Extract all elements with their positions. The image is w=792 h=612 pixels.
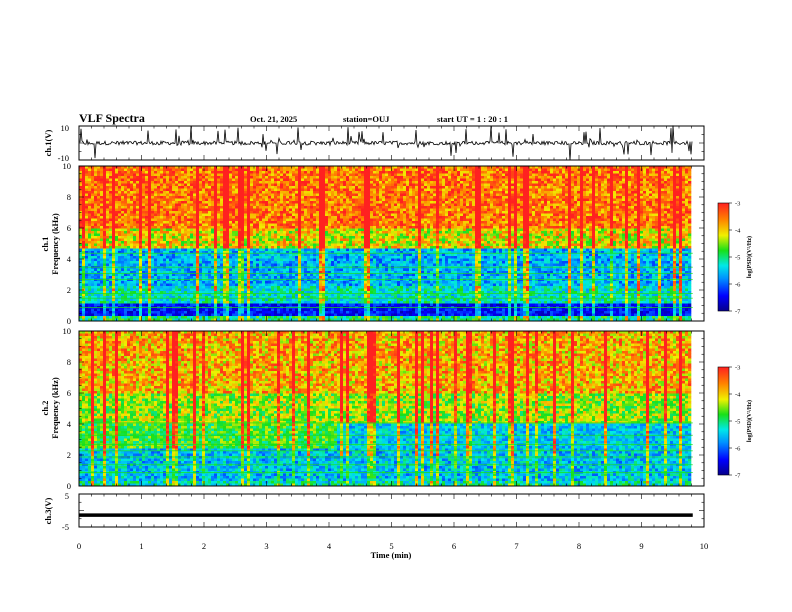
date-label: Oct. 21, 2025 bbox=[250, 114, 297, 124]
ch3-ytick-bottom: -5 bbox=[62, 522, 69, 532]
chart-title: VLF Spectra bbox=[79, 111, 145, 125]
ch1-spectrogram-image bbox=[79, 166, 693, 322]
x-tick-label: 1 bbox=[139, 541, 143, 551]
y-tick-label: 4 bbox=[67, 419, 72, 429]
spectrogram-band-line bbox=[79, 307, 693, 308]
colorbar-ch1-gradient bbox=[718, 203, 729, 311]
spectrogram-band-line bbox=[79, 464, 693, 466]
colorbar-tick-label: -3 bbox=[735, 365, 740, 372]
x-tick-label: 2 bbox=[202, 541, 206, 551]
ch3-waveform-ylabel: ch.3(V) bbox=[43, 497, 53, 524]
station-label: station=OUJ bbox=[343, 114, 390, 124]
colorbar-tick-label: -5 bbox=[735, 255, 740, 262]
x-tick-label: 7 bbox=[514, 541, 518, 551]
spectrogram-band-line bbox=[79, 272, 693, 274]
y-tick-label: 6 bbox=[67, 388, 71, 398]
ch2-spectrogram-ylabel-channel: ch.2 bbox=[40, 401, 50, 416]
ch2-spectrogram-panel: 0 2 4 6 8 10 ch.2 Frequency (kHz) bbox=[40, 326, 705, 491]
colorbar-ch2-gradient bbox=[718, 367, 729, 475]
ch1-waveform-line bbox=[79, 125, 693, 161]
x-tick-label: 5 bbox=[389, 541, 393, 551]
colorbar-tick-label: -4 bbox=[735, 392, 741, 399]
x-tick-label: 6 bbox=[452, 541, 456, 551]
ch1-waveform-ylabel: ch.1(V) bbox=[43, 129, 53, 156]
ch3-waveform-ticks bbox=[78, 493, 705, 528]
ch1-waveform-panel: 10 -10 ch.1(V) bbox=[43, 123, 705, 163]
colorbar-tick-label: -7 bbox=[735, 473, 741, 480]
ch1-spectrogram-ylabel-channel: ch.1 bbox=[40, 237, 50, 252]
x-tick-label: 4 bbox=[327, 541, 332, 551]
colorbar-tick-label: -4 bbox=[735, 228, 741, 235]
y-tick-label: 10 bbox=[63, 161, 72, 171]
spectrogram-band-line bbox=[79, 252, 693, 254]
ch1-waveform-ticks bbox=[78, 125, 705, 161]
spectrogram-band-line bbox=[79, 444, 693, 446]
spectrogram-band-line bbox=[79, 434, 693, 436]
y-tick-label: 10 bbox=[63, 326, 72, 336]
spectrogram-band-line bbox=[79, 472, 693, 473]
y-tick-label: 0 bbox=[67, 481, 71, 491]
spectrogram-band-line bbox=[79, 279, 693, 281]
colorbar-ch1-ticks: -3 -4 -5 -6 -7 bbox=[729, 201, 741, 316]
spectrogram-band-line bbox=[79, 293, 693, 294]
colorbar-ch1: -3 -4 -5 -6 -7 log(PSD)(V²/Hz) bbox=[717, 201, 753, 316]
x-tick-label: 10 bbox=[700, 541, 709, 551]
colorbar-tick-label: -6 bbox=[735, 446, 741, 453]
y-tick-label: 2 bbox=[67, 285, 71, 295]
spectrogram-band-line bbox=[79, 297, 693, 299]
y-tick-label: 2 bbox=[67, 450, 71, 460]
ch2-spectrogram-image bbox=[79, 331, 693, 487]
y-tick-label: 6 bbox=[67, 223, 71, 233]
colorbar-tick-label: -5 bbox=[735, 419, 740, 426]
spectrogram-band-line bbox=[79, 266, 693, 268]
ch1-ytick-top: 10 bbox=[61, 123, 70, 133]
ch3-waveform-panel: 5 -5 ch.3(V) bbox=[43, 491, 705, 532]
ch1-spectrogram-ylabel-frequency: Frequency (kHz) bbox=[50, 213, 60, 275]
x-axis-tick-labels: 0 1 2 3 4 5 6 7 8 9 10 bbox=[77, 541, 708, 551]
spectrogram-band-line bbox=[79, 422, 693, 424]
x-tick-label: 0 bbox=[77, 541, 81, 551]
x-tick-label: 3 bbox=[264, 541, 268, 551]
ch3-waveform-frame bbox=[78, 493, 705, 528]
ch1-ytick-bottom: -10 bbox=[58, 153, 69, 163]
ch1-spectrogram-ytick-labels: 0 2 4 6 8 10 bbox=[63, 161, 72, 326]
ch2-spectrogram-ylabel-frequency: Frequency (kHz) bbox=[50, 377, 60, 439]
colorbar-ch2-label: log(PSD)(V²/Hz) bbox=[746, 400, 753, 442]
y-tick-label: 0 bbox=[67, 316, 71, 326]
colorbar-tick-label: -3 bbox=[735, 201, 740, 208]
x-axis-label: Time (min) bbox=[371, 550, 412, 560]
x-tick-label: 8 bbox=[577, 541, 581, 551]
start-time-label: start UT = 1 : 20 : 1 bbox=[437, 114, 508, 124]
colorbar-ch1-label: log(PSD)(V²/Hz) bbox=[746, 236, 753, 278]
colorbar-tick-label: -6 bbox=[735, 282, 741, 289]
colorbar-tick-label: -7 bbox=[735, 309, 741, 316]
spectrogram-band-line bbox=[79, 456, 693, 458]
ch1-spectrogram-ticks bbox=[78, 165, 705, 322]
ch1-spectrogram-panel: 0 2 4 6 8 10 ch.1 Frequency (kHz) bbox=[40, 161, 705, 326]
colorbar-ch2: -3 -4 -5 -6 -7 log(PSD)(V²/Hz) bbox=[717, 365, 753, 480]
x-tick-label: 9 bbox=[639, 541, 643, 551]
y-tick-label: 8 bbox=[67, 192, 71, 202]
colorbar-ch2-ticks: -3 -4 -5 -6 -7 bbox=[729, 365, 741, 480]
spectrogram-band-line bbox=[79, 450, 693, 452]
y-tick-label: 8 bbox=[67, 357, 71, 367]
ch2-spectrogram-ytick-labels: 0 2 4 6 8 10 bbox=[63, 326, 72, 491]
ch3-ytick-top: 5 bbox=[65, 491, 69, 501]
ch2-spectrogram-ticks bbox=[78, 330, 705, 487]
y-tick-label: 4 bbox=[67, 254, 72, 264]
